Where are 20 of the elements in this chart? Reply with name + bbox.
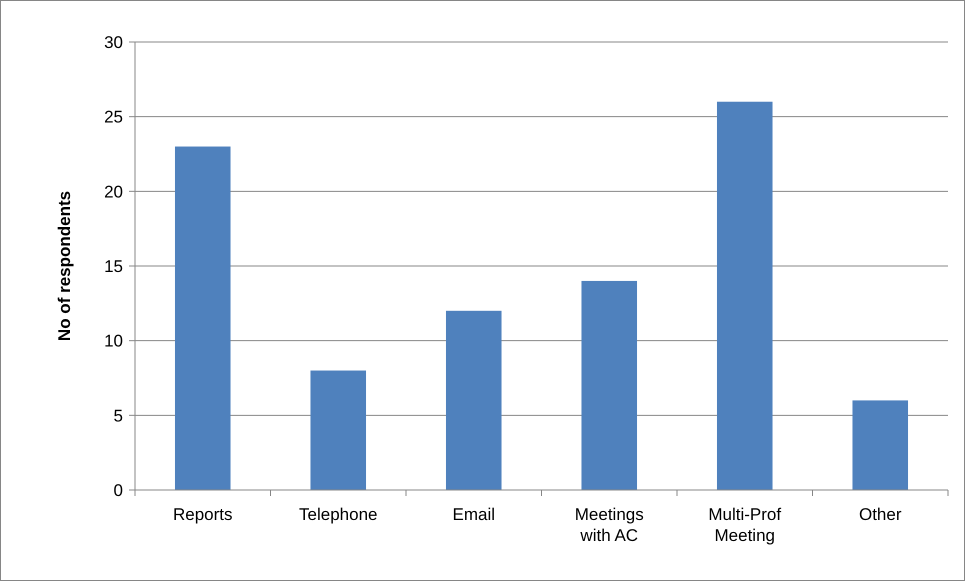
bar [716, 102, 773, 490]
x-tick-label: Other [858, 505, 902, 524]
y-tick-label: 5 [114, 406, 123, 426]
x-tick-label: Meetings with AC [574, 505, 644, 545]
x-tick-label: Reports [172, 505, 233, 524]
bar [174, 146, 231, 490]
y-axis-title: No of respondents [55, 190, 74, 342]
bar [581, 280, 638, 490]
x-tick-label: Multi-Prof Meeting [708, 505, 782, 545]
x-tick-label: Telephone [299, 505, 378, 524]
y-tick-label: 25 [104, 108, 123, 127]
x-tick-label: Email [452, 505, 496, 524]
y-tick-label: 30 [104, 32, 123, 52]
bar [446, 310, 502, 490]
bar [852, 400, 908, 490]
y-tick-label: 15 [104, 256, 123, 276]
y-tick-label: 10 [104, 332, 123, 351]
bar [310, 370, 366, 490]
y-tick-label: 20 [104, 182, 123, 202]
y-tick-label: 0 [114, 480, 123, 500]
